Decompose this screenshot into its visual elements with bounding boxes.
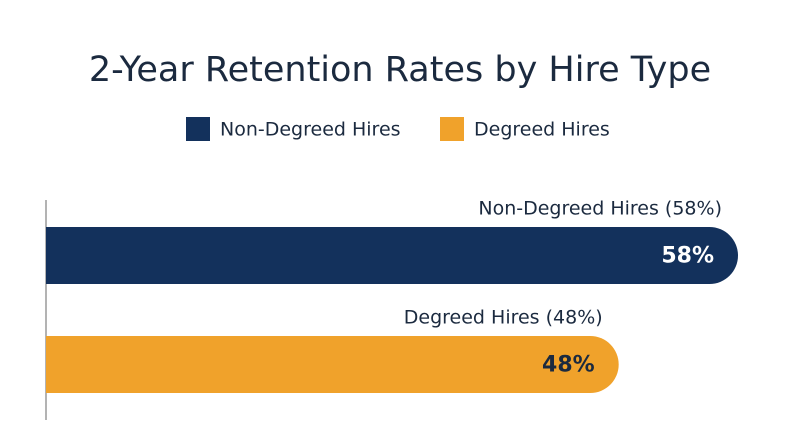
legend-label: Degreed Hires (474, 119, 610, 141)
legend-label: Non-Degreed Hires (220, 119, 401, 141)
bar (46, 227, 738, 284)
bar (46, 336, 619, 393)
data-label: 58% (661, 244, 714, 269)
bar-category-label: Degreed Hires (48%) (404, 307, 603, 329)
legend-swatch (440, 117, 464, 141)
legend-swatch (186, 117, 210, 141)
bar-category-label: Non-Degreed Hires (58%) (478, 198, 722, 220)
chart-title: 2-Year Retention Rates by Hire Type (89, 50, 711, 90)
data-label: 48% (542, 353, 595, 378)
